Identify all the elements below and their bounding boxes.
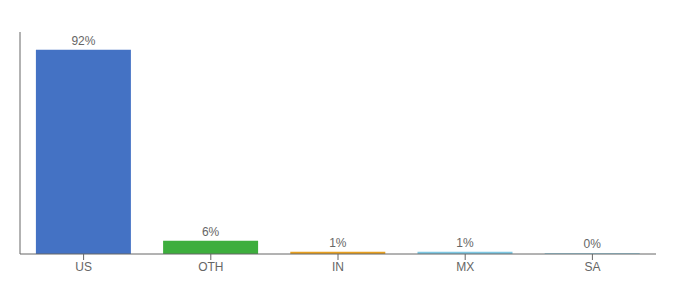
svg-text:1%: 1% bbox=[329, 236, 347, 250]
svg-text:1%: 1% bbox=[456, 236, 474, 250]
svg-text:92%: 92% bbox=[71, 34, 95, 48]
svg-text:IN: IN bbox=[332, 260, 344, 274]
svg-text:SA: SA bbox=[584, 260, 600, 274]
svg-text:0%: 0% bbox=[584, 237, 602, 251]
svg-text:6%: 6% bbox=[202, 225, 220, 239]
svg-text:MX: MX bbox=[456, 260, 474, 274]
svg-text:OTH: OTH bbox=[198, 260, 223, 274]
svg-text:US: US bbox=[75, 260, 92, 274]
